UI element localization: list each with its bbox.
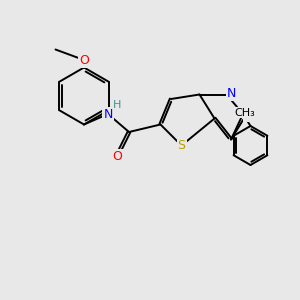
Text: S: S [178, 139, 185, 152]
Text: O: O [112, 149, 122, 163]
Text: N: N [244, 107, 253, 121]
Text: O: O [79, 53, 89, 67]
Text: N: N [103, 107, 113, 121]
Text: CH₃: CH₃ [234, 107, 255, 118]
Text: H: H [113, 100, 121, 110]
Text: N: N [227, 86, 237, 100]
